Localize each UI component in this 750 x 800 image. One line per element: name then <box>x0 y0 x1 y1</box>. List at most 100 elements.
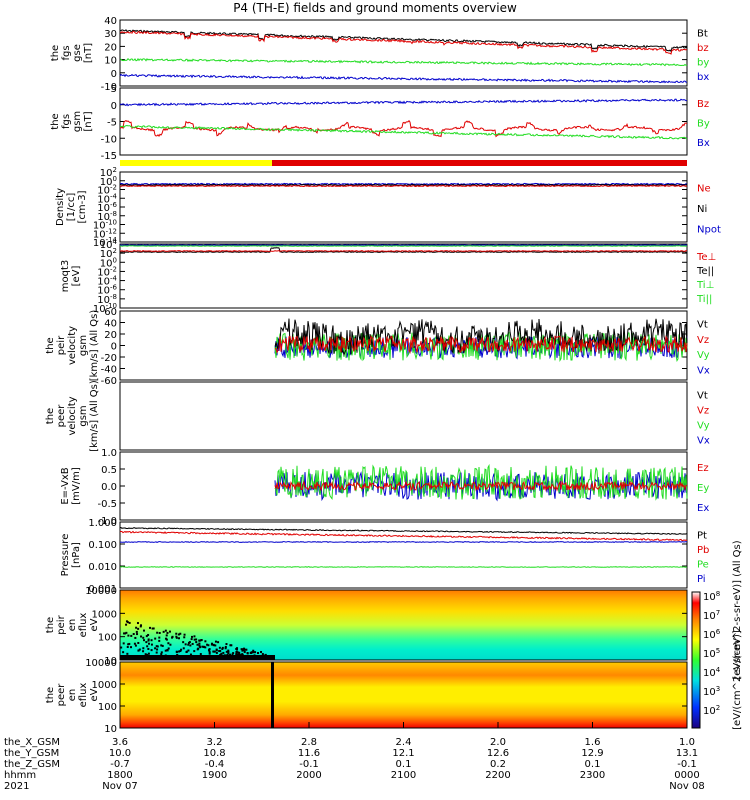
spectrogram-peir-speckle <box>155 645 158 648</box>
footer-value: 2300 <box>580 770 605 781</box>
spectrogram-peir-speckle <box>137 649 140 652</box>
footer-year: 2021 <box>4 781 29 792</box>
spectrogram-peir-speckle <box>207 644 210 647</box>
panel-peir-spectrogram-ylabel: peir <box>56 614 67 634</box>
spectrogram-peir-speckle <box>142 629 145 632</box>
footer-value: 2.0 <box>490 737 506 748</box>
legend-ti: Ti⊥ <box>696 280 714 291</box>
panel-peir-spec-ticklabel: 100 <box>98 633 117 644</box>
spectrogram-peir-speckle <box>137 627 140 630</box>
footer-value: 0.1 <box>396 759 412 770</box>
spectrogram-peir-speckle <box>175 636 178 639</box>
panel-moqt3-ylabel: [eV] <box>71 266 82 287</box>
series-by-gse <box>119 57 688 67</box>
panel-peir-velocity-ylabel: [km/s] (All Qs) <box>89 310 100 382</box>
spectrogram-peir-speckle <box>183 633 186 636</box>
spectrogram-peir-speckle <box>182 641 185 644</box>
legend-te: Te|| <box>696 266 714 277</box>
spectrogram-peir-speckle <box>147 647 150 650</box>
spectrogram-peir-speckle <box>190 638 193 641</box>
spectrogram-peir-speckle <box>165 634 168 637</box>
spectrogram-peir-speckle <box>236 648 239 651</box>
legend-vz: Vz <box>697 335 709 346</box>
legend-vx: Vx <box>697 365 710 376</box>
panel-pressure-ticklabel: 0.100 <box>88 540 117 551</box>
spectrogram-peir-speckle <box>215 648 218 651</box>
spectrogram-peir-speckle <box>227 652 230 655</box>
panel-efield-ylabel: [mV/m] <box>71 467 82 505</box>
spectrogram-peir-speckle <box>193 635 196 638</box>
footer-value: 1800 <box>107 770 132 781</box>
spectrogram-peir-speckle <box>189 644 192 647</box>
spectrogram-peir-speckle <box>179 632 182 635</box>
footer-value: 2100 <box>391 770 416 781</box>
spectrogram-peir-speckle <box>199 653 202 656</box>
panel-peer-spec-ticklabel: 1000 <box>92 680 117 691</box>
spectrogram-peir-speckle <box>203 645 206 648</box>
legend-te: Te⊥ <box>696 252 716 263</box>
legend-ez: Ez <box>697 463 709 474</box>
series-bx-gse <box>119 73 688 84</box>
spectrogram-peir-speckle <box>183 636 186 639</box>
spectrogram-peir-speckle <box>160 651 163 654</box>
spectrogram-peir-speckle <box>213 650 216 653</box>
panel-fgs-gse-frame <box>119 19 688 87</box>
spectrogram-peir-speckle <box>215 651 218 654</box>
panel-density-ylabel: [cm-3] <box>77 190 88 223</box>
panel-fgs-gse-ticklabel: 0 <box>111 69 117 80</box>
footer-value: -0.4 <box>205 759 225 770</box>
spectrogram-peir-speckle <box>189 653 192 656</box>
spectrogram-peir-speckle <box>150 639 153 642</box>
spectrogram-peir-speckle <box>136 622 139 625</box>
spectrogram-peir-speckle <box>214 644 217 647</box>
footer-value: 2000 <box>296 770 321 781</box>
spectrogram-peir-speckle <box>164 637 167 640</box>
spectrogram-peer <box>120 662 687 728</box>
spectrogram-peir-speckle <box>130 634 133 637</box>
panel-peer-velocity-ylabel: gsm <box>78 405 89 426</box>
spectrogram-peir-speckle <box>224 645 227 648</box>
spectrogram-peir-speckle <box>144 653 147 656</box>
spectrogram-peir-speckle <box>155 651 158 654</box>
panel-peir-spectrogram-frame <box>119 589 688 661</box>
spectrogram-peir-speckle <box>220 652 223 655</box>
spectrogram-peir-speckle <box>182 647 185 650</box>
spectrogram-peir-speckle <box>193 650 196 653</box>
spectrogram-peir-speckle <box>137 641 140 644</box>
spectrogram-peir-speckle <box>126 646 129 649</box>
panel-fgs-gsm-ylabel: fgs <box>61 114 72 129</box>
spectrogram-peir-speckle <box>154 637 157 640</box>
series-pe <box>119 566 688 568</box>
mode-bar-slow-survey <box>272 160 687 166</box>
spectrogram-peir-speckle <box>260 650 263 653</box>
series-pi <box>120 540 688 543</box>
panel-fgs-gse-ticklabel: -10 <box>101 82 117 93</box>
spectrogram-peir-speckle <box>211 642 214 645</box>
spectrogram-peir-speckle <box>241 649 244 652</box>
panel-peer-spec-ticklabel: 10 <box>104 724 117 735</box>
panel-peir-velocity-ticklabel: 0 <box>111 342 117 353</box>
footer-value: 13.1 <box>676 748 698 759</box>
spectrogram-peir-speckle <box>130 646 133 649</box>
panel-peir-velocity-ticklabel: -20 <box>101 353 117 364</box>
panel-pressure-ticklabel: 1.000 <box>88 518 117 529</box>
spectrogram-peir-speckle <box>198 642 201 645</box>
panel-peir-velocity-ticklabel: -40 <box>101 365 117 376</box>
footer-value: 1900 <box>202 770 227 781</box>
legend-bx: Bx <box>697 138 710 149</box>
legend-vx: Vx <box>697 436 710 447</box>
footer-row-label: the_Z_GSM <box>4 759 60 770</box>
panel-moqt3-frame <box>119 243 688 309</box>
spectrogram-peir-speckle <box>156 648 159 651</box>
spectrogram-peir-speckle <box>125 631 128 634</box>
spectrogram-peir-speckle <box>208 649 211 652</box>
panel-efield-ticklabel: 0.0 <box>101 482 117 493</box>
panel-peer-spec-ticklabel: 100 <box>98 702 117 713</box>
spectrogram-peir-speckle <box>236 651 239 654</box>
legend-bt: Bt <box>697 28 708 39</box>
panel-fgs-gsm-ticklabel: -10 <box>101 134 117 145</box>
spectrogram-peir-speckle <box>158 631 161 634</box>
colorbar-ticklabel: 104 <box>703 666 721 679</box>
series-bt-gse <box>119 29 688 53</box>
